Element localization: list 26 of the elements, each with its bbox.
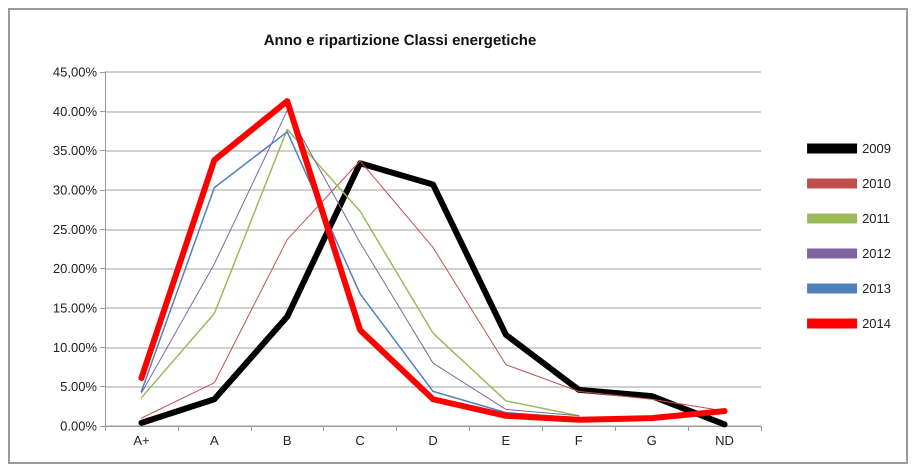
y-tick-label: 0.00% <box>60 418 98 434</box>
x-tick-label: E <box>502 433 511 448</box>
y-tick-label: 35.00% <box>52 143 98 158</box>
x-tick-label: G <box>646 433 657 448</box>
legend-label: 2013 <box>862 281 891 296</box>
x-tick-label: C <box>355 433 365 448</box>
y-tick-label: 25.00% <box>52 222 98 237</box>
y-tick-label: 45,00% <box>52 64 98 80</box>
x-tick-label: ND <box>715 433 734 448</box>
x-tick-label: A <box>210 433 219 448</box>
legend-label: 2010 <box>862 176 891 191</box>
y-tick-label: 20.00% <box>52 261 98 276</box>
y-tick-label: 15.00% <box>52 300 98 316</box>
legend-label: 2009 <box>862 141 891 156</box>
legend-label: 2012 <box>862 246 891 261</box>
chart-title: Anno e ripartizione Classi energetiche <box>264 32 536 49</box>
y-tick-label: 30.00% <box>52 182 98 198</box>
legend-label: 2014 <box>862 316 891 331</box>
y-tick-label: 10.00% <box>52 340 98 355</box>
x-tick-label: A+ <box>133 433 150 448</box>
y-tick-label: 5.00% <box>60 379 98 394</box>
x-tick-label: F <box>574 433 583 448</box>
x-tick-label: D <box>428 433 438 448</box>
x-tick-label: B <box>282 433 292 448</box>
y-tick-label: 40.00% <box>52 104 98 119</box>
legend-label: 2011 <box>862 211 890 226</box>
